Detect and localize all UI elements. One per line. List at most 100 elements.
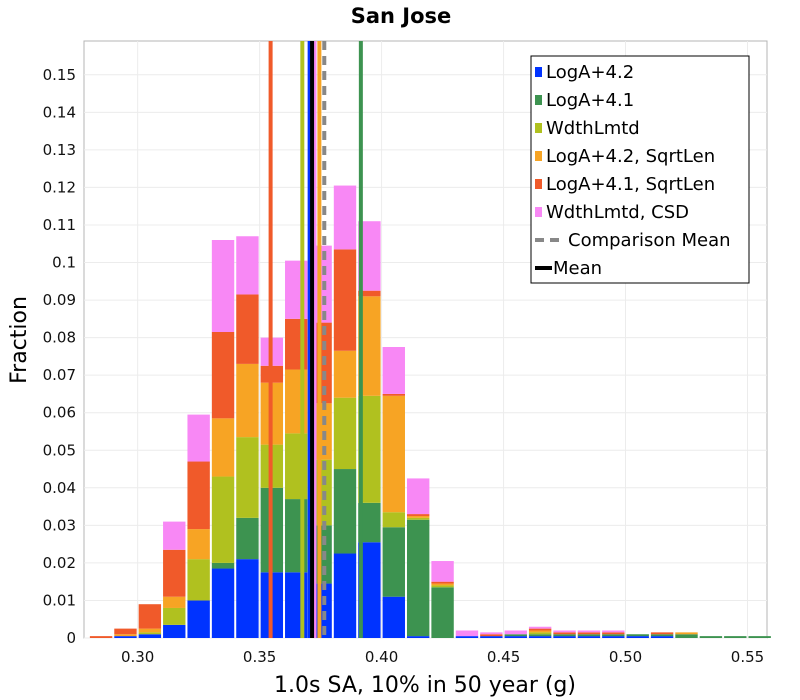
y-tick-label: 0.14 (43, 103, 76, 121)
bar-segment (528, 628, 552, 631)
bar-segment (382, 527, 405, 597)
bar-segment (187, 414, 210, 462)
x-ticks: 0.30 0.35 0.40 0.45 0.50 0.55 (121, 648, 764, 666)
bar-segment (163, 596, 186, 608)
bar-segment (236, 437, 259, 518)
bar-segment (650, 636, 674, 638)
bar-segment (114, 636, 137, 638)
mean-lines (268, 41, 363, 638)
bar-segment (382, 512, 405, 528)
legend-swatch (535, 67, 542, 77)
y-ticks: 0 0.01 0.02 0.03 0.04 0.05 0.06 0.07 0.08 0.09 0.1… (43, 66, 76, 647)
bar-segment (504, 634, 527, 637)
bar-segment (406, 514, 430, 516)
bar-segment (577, 630, 601, 633)
bar-segment (553, 632, 576, 635)
bar-segment (358, 290, 381, 297)
y-tick-label: 0.03 (43, 516, 76, 534)
bar-segment (211, 418, 235, 477)
bar-segment (504, 630, 527, 635)
bar-segment (358, 395, 381, 503)
bar-segment (431, 583, 454, 586)
bar-segment (114, 634, 137, 637)
bar-segment (382, 393, 405, 396)
bar-segment (406, 636, 430, 638)
y-axis-label: Fraction (7, 296, 32, 384)
y-tick-label: 0.02 (43, 554, 76, 572)
bar-segment (236, 294, 259, 364)
bar-segment (724, 636, 747, 638)
bar-segment (333, 185, 357, 250)
legend-swatch (535, 123, 542, 133)
bar-segment (211, 240, 235, 332)
bar-segment (504, 636, 527, 638)
y-tick-label: 0.07 (43, 366, 76, 384)
bar-segment (211, 568, 235, 638)
y-tick-label: 0.13 (43, 141, 76, 159)
legend-label: WdthLmtd (546, 118, 640, 139)
bar-segment (431, 581, 454, 584)
bar-segment (553, 634, 576, 637)
bar-segment (431, 561, 454, 582)
bar-segment (333, 553, 357, 638)
legend-label: LogA+4.1, SqrtLen (546, 174, 715, 195)
y-tick-label: 0.04 (43, 479, 76, 497)
legend: LogA+4.2 LogA+4.1 WdthLmtd LogA+4.2, SqrtLe… (530, 55, 750, 284)
bar-segment (187, 559, 210, 601)
legend-label: LogA+4.2 (546, 62, 634, 83)
bar-segment (138, 632, 162, 635)
legend-swatch (535, 151, 542, 161)
bar-segment (480, 636, 503, 638)
bar-segment (382, 395, 405, 513)
bar-segment (553, 630, 576, 633)
bar-segment (211, 476, 235, 563)
x-tick-label: 0.50 (609, 648, 642, 666)
bar-segment (333, 350, 357, 398)
bar-segment (431, 587, 454, 638)
bar-segment (138, 634, 162, 638)
bar-segment (602, 630, 625, 633)
bar-segment (358, 296, 381, 396)
bar-segment (187, 461, 210, 530)
bar-segment (187, 600, 210, 638)
bar-segment (163, 549, 186, 597)
bar-segment (431, 585, 454, 588)
bar-segment (528, 636, 552, 638)
bar-segment (358, 221, 381, 291)
bar-segment (333, 249, 357, 351)
bar-segment (455, 630, 479, 637)
bar-segment (675, 632, 698, 635)
bar-segment (406, 478, 430, 515)
bar-segment (163, 624, 186, 638)
y-tick-label: 0.06 (43, 404, 76, 422)
legend-label: LogA+4.2, SqrtLen (546, 146, 715, 167)
y-tick-label: 0.09 (43, 291, 76, 309)
bar-segment (528, 632, 552, 635)
bar-segment (602, 632, 625, 635)
x-tick-label: 0.30 (121, 648, 154, 666)
bar-segment (211, 562, 235, 569)
bar-segment (553, 636, 576, 638)
bar-segment (602, 636, 625, 638)
bar-segment (406, 515, 430, 518)
x-tick-label: 0.40 (365, 648, 398, 666)
y-tick-label: 0.1 (52, 254, 76, 272)
bar-segment (577, 634, 601, 637)
bar-segment (455, 636, 479, 638)
x-tick-label: 0.35 (243, 648, 276, 666)
bar-segment (236, 236, 259, 295)
bar-segment (480, 632, 503, 635)
bar-segment (577, 632, 601, 635)
y-tick-label: 0.11 (43, 216, 76, 234)
bar-segment (626, 636, 649, 638)
bar-segment (675, 634, 698, 638)
bar-segment (528, 630, 552, 633)
bar-segment (114, 628, 137, 635)
bar-segment (650, 634, 674, 637)
bar-segment (138, 628, 162, 633)
bar-segment (382, 347, 405, 394)
bar-segment (650, 632, 674, 635)
legend-label: Comparison Mean (568, 230, 731, 251)
bar-segment (163, 521, 186, 550)
